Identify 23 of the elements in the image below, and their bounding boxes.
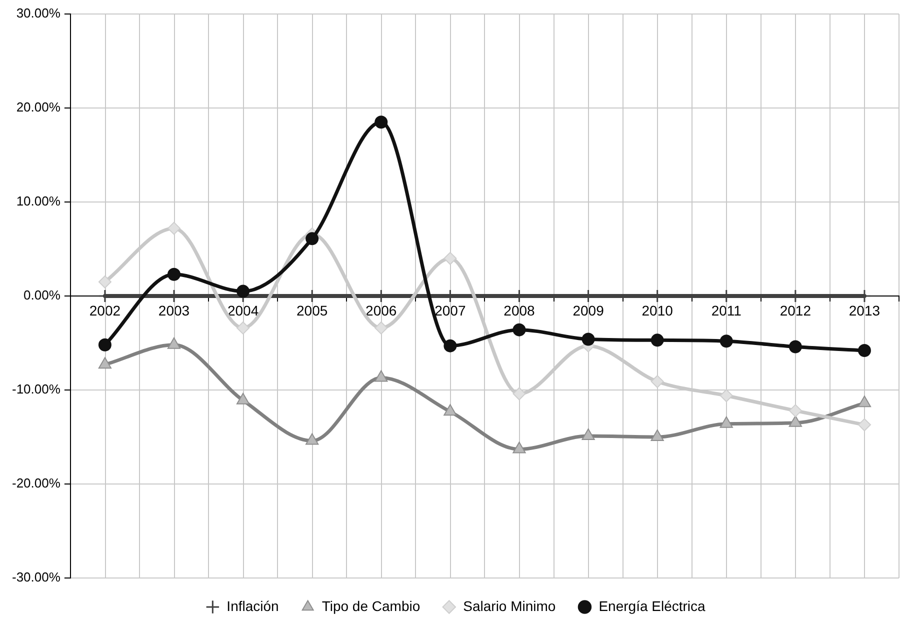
x-tick-label: 2008 [504,302,536,318]
y-tick-label: -20.00% [12,476,61,491]
x-tick-label: 2005 [296,302,328,318]
x-tick-label: 2006 [366,302,397,318]
y-tick-label: -10.00% [12,382,61,397]
x-tick-label: 2011 [711,302,742,318]
x-tick-label: 2007 [434,302,466,318]
x-tick-label: 2003 [158,302,190,318]
x-tick-label: 2002 [89,302,121,318]
legend-label: Tipo de Cambio [322,598,420,614]
legend-label: Inflación [226,598,279,614]
legend-label: Salario Minimo [463,598,556,614]
y-tick-label: 30.00% [16,6,61,21]
y-tick-label: 20.00% [16,100,61,115]
x-tick-label: 2012 [780,302,812,318]
legend-label: Energía Eléctrica [598,598,706,614]
x-tick-label: 2013 [848,302,880,318]
y-tick-label: 10.00% [16,194,61,209]
y-tick-label: 0.00% [24,288,61,303]
y-tick-label: -30.00% [12,570,61,585]
x-tick-label: 2010 [642,302,674,318]
x-tick-label: 2004 [227,302,259,318]
x-tick-label: 2009 [572,302,604,318]
